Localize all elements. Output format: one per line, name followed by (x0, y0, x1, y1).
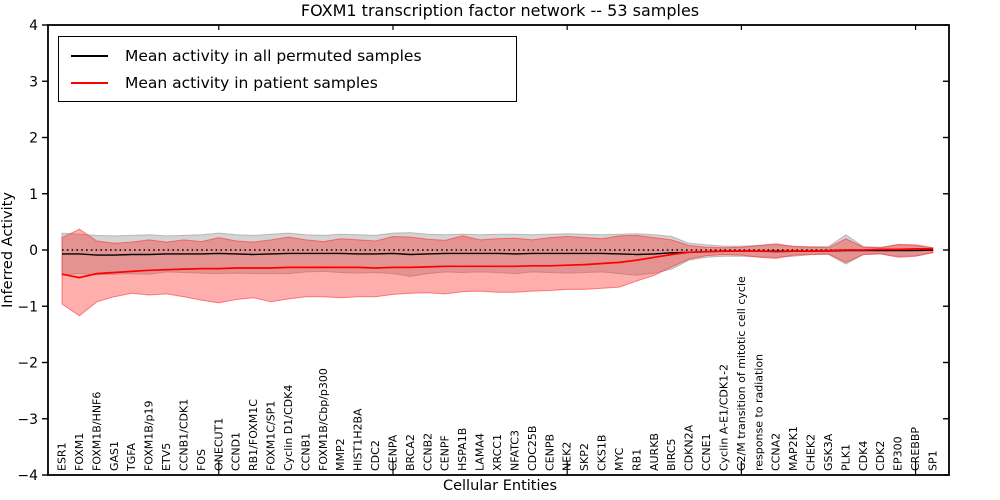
x-category-label: CCNB1 (299, 433, 312, 471)
permuted-line-swatch (71, 54, 108, 57)
legend-item-patient: Mean activity in patient samples (71, 69, 504, 96)
x-category-label: BIRC5 (665, 438, 678, 471)
x-category-label: CCNE1 (700, 433, 713, 471)
x-category-label: G2/M transition of mitotic cell cycle (735, 276, 748, 471)
x-category-label: FOS (195, 449, 208, 471)
x-category-label: RB1 (630, 449, 643, 471)
x-category-label: NEK2 (561, 442, 574, 471)
x-category-label: FOXM1 (73, 433, 86, 471)
x-category-label: ESR1 (56, 442, 69, 471)
x-category-label: FOXM1B/p19 (143, 400, 156, 471)
y-tick-label: 4 (29, 18, 38, 34)
x-category-label: XRCC1 (491, 434, 504, 471)
y-tick-label: −2 (17, 356, 38, 372)
x-category-label: TGFA (125, 442, 138, 472)
x-category-label: LAMA4 (474, 433, 487, 471)
x-category-label: HIST1H2BA (352, 408, 365, 471)
x-category-label: ONECUT1 (212, 418, 225, 471)
y-tick-label: −4 (17, 468, 38, 484)
legend: Mean activity in all permuted samples Me… (58, 36, 517, 102)
patient-mean-line (61, 248, 933, 279)
legend-label-permuted: Mean activity in all permuted samples (125, 46, 422, 65)
x-category-label: CENPF (439, 435, 452, 471)
y-tick-label: 0 (29, 243, 38, 259)
x-category-label: MYC (613, 447, 626, 471)
x-category-label: response to radiation (752, 354, 765, 471)
x-category-label: BRCA2 (404, 434, 417, 471)
x-category-label: FOXM1C/SP1 (265, 401, 278, 471)
x-category-label: Cyclin A-E1/CDK1-2 (717, 364, 730, 471)
x-category-label: CENPA (386, 434, 399, 471)
x-category-label: CDC2 (369, 440, 382, 471)
legend-label-patient: Mean activity in patient samples (125, 73, 378, 92)
x-category-label: CCNB2 (421, 433, 434, 471)
x-category-label: MMP2 (334, 438, 347, 471)
y-tick-label: 3 (29, 74, 38, 90)
x-category-label: PLK1 (839, 444, 852, 471)
x-category-label: CDC25B (526, 426, 539, 471)
x-category-label: CKS1B (596, 435, 609, 471)
x-category-label: GSK3A (822, 433, 835, 471)
y-axis-label: Inferred Activity (0, 192, 16, 308)
y-tick-label: −1 (17, 299, 38, 315)
y-tick-label: 2 (29, 131, 38, 147)
x-category-label: HSPA1B (456, 428, 469, 471)
y-tick-label: 1 (29, 187, 38, 203)
x-category-label: CDK4 (857, 441, 870, 471)
x-category-label: NFATC3 (508, 430, 521, 471)
x-category-label: CDK2 (874, 441, 887, 471)
x-category-label: FOXM1B/HNF6 (90, 392, 103, 471)
x-category-label: CDKN2A (683, 424, 696, 471)
y-tick-label: −3 (17, 412, 38, 428)
legend-item-permuted: Mean activity in all permuted samples (71, 42, 504, 69)
x-category-label: SP1 (927, 450, 940, 471)
x-category-label: CCNA2 (770, 433, 783, 471)
x-category-label: Cyclin D1/CDK4 (282, 385, 295, 471)
x-category-label: ETV5 (160, 443, 173, 471)
x-category-label: AURKB (648, 433, 661, 471)
x-category-label: CCND1 (230, 432, 243, 471)
x-category-label: GAS1 (108, 441, 121, 471)
patient-band-area (61, 228, 934, 317)
x-category-label: EP300 (892, 436, 905, 471)
x-category-label: MAP2K1 (787, 426, 800, 471)
patient-line-swatch (71, 81, 108, 84)
x-category-label: CENPB (543, 434, 556, 471)
x-axis-label: Cellular Entities (442, 478, 558, 494)
x-category-label: CREBBP (909, 427, 922, 471)
x-category-label: RB1/FOXM1C (247, 399, 260, 471)
chart-title: FOXM1 transcription factor network -- 53… (300, 1, 700, 20)
x-category-label: SKP2 (578, 443, 591, 471)
x-category-label: FOXM1B/Cbp/p300 (317, 368, 330, 471)
x-category-label: CCNB1/CDK1 (177, 399, 190, 471)
x-category-label: CHEK2 (805, 434, 818, 471)
